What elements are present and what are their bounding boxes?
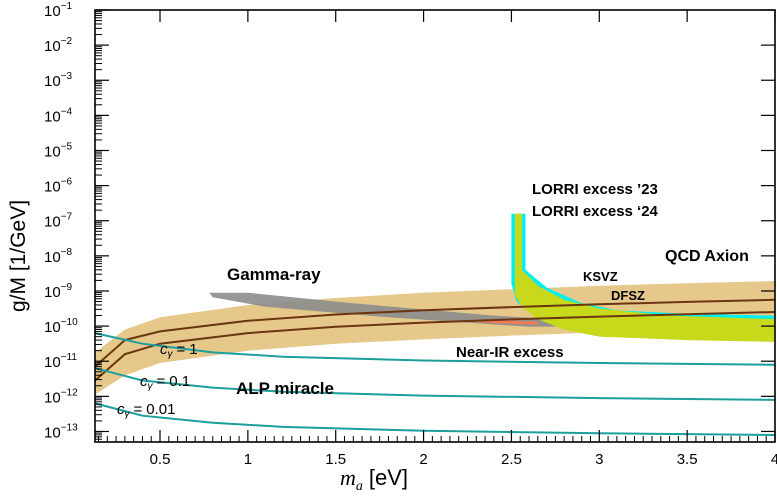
lorri-2023-region [511,213,775,332]
dfsz-line [94,311,776,382]
y-tick-label: 10−9 [44,282,73,301]
y-tick-exp: −4 [61,106,73,117]
y-tick-exp: −5 [61,141,73,152]
y-tick-label: 10−1 [44,1,73,20]
y-tick-base: 10 [44,143,61,160]
x-tick-label: 1 [244,451,252,468]
x-axis-var: m [340,465,356,490]
y-tick-exp: −11 [61,352,78,363]
x-tick-label: 0.5 [150,451,171,468]
x-tick-label: 4 [771,451,777,468]
y-tick-base: 10 [44,284,61,301]
y-tick-base: 10 [44,3,61,20]
c-equals: = [134,401,143,418]
y-tick-exp: −7 [61,212,73,223]
regions-layer [95,213,775,395]
y-tick-base: 10 [44,38,61,55]
c-symbol: c [140,373,148,390]
alp-line-c_gamma_1 [94,332,776,366]
label-c-gamma-1: cγ = 1 [160,341,198,360]
y-tick-exp: −12 [61,387,78,398]
c-symbol: c [117,401,125,418]
x-tick-label: 2 [419,451,427,468]
y-tick-base: 10 [44,389,61,406]
label-alp-miracle: ALP miracle [236,379,334,398]
c-subscript: γ [125,409,131,420]
y-tick-label: 10−2 [44,36,73,55]
y-tick-label: 10−12 [44,387,78,406]
y-tick-label: 10−4 [44,106,73,125]
y-tick-label: 10−11 [44,352,77,371]
y-tick-exp: −8 [61,247,73,258]
y-tick-exp: −9 [61,282,73,293]
label-lorri24: LORRI excess ‘24 [532,203,659,220]
y-tick-label: 10−3 [44,71,73,90]
x-tick-label: 3 [595,451,603,468]
y-tick-base: 10 [44,424,61,441]
c-value: 0.1 [169,373,190,390]
label-gamma-ray: Gamma-ray [227,265,321,284]
plot-frame [94,9,776,443]
y-tick-base: 10 [44,249,61,266]
label-ksvz: KSVZ [583,269,618,284]
y-tick-exp: −6 [61,177,73,188]
y-tick-base: 10 [44,179,61,196]
y-tick-base: 10 [44,354,61,371]
label-c-gamma-0.1: cγ = 0.1 [140,373,190,392]
alp-line-c_gamma_0.1 [94,367,776,401]
y-tick-exp: −2 [61,36,73,47]
x-tick-label: 1.5 [325,451,346,468]
c-equals: = [157,373,166,390]
lorri-2024-region [514,213,775,342]
y-tick-label: 10−10 [44,317,78,336]
y-tick-label: 10−6 [44,177,73,196]
y-tick-base: 10 [44,214,61,231]
y-tick-label: 10−8 [44,247,73,266]
x-tick-label: 2.5 [501,451,522,468]
y-tick-label: 10−5 [44,141,73,160]
x-tick-label: 3.5 [677,451,698,468]
c-value: 1 [189,341,197,358]
c-symbol: c [160,341,168,358]
y-tick-exp: −13 [61,422,78,433]
y-tick-label: 10−7 [44,212,73,231]
y-tick-base: 10 [44,73,61,90]
label-lorri23: LORRI excess ’23 [532,181,658,198]
c-value: 0.01 [146,401,175,418]
y-tick-exp: −1 [61,1,73,12]
ksvz-line [94,298,776,368]
label-near-ir-excess: Near-IR excess [456,344,564,361]
y-tick-label: 10−13 [44,422,78,441]
c-subscript: γ [148,381,154,392]
x-axis-sub: a [356,479,363,492]
y-axis-title: g/M [1/GeV] [7,200,30,312]
c-equals: = [177,341,186,358]
y-tick-exp: −3 [61,71,73,82]
gamma-ray-region [209,292,670,327]
label-qcd-axion: QCD Axion [665,248,749,265]
label-c-gamma-0.01: cγ = 0.01 [117,401,175,420]
label-dfsz: DFSZ [611,288,645,303]
x-axis-title: ma [eV] [340,465,408,492]
alp-line-c_gamma_0.01 [94,402,776,436]
ticks-layer: 0.5 1 1.5 2 2.5 3 3.5 410−110−210−310−410−510−6… [44,1,777,468]
y-tick-base: 10 [44,319,61,336]
y-tick-base: 10 [44,108,61,125]
x-axis-unit: [eV] [369,465,408,490]
y-tick-exp: −10 [61,317,78,328]
c-subscript: γ [168,349,174,360]
